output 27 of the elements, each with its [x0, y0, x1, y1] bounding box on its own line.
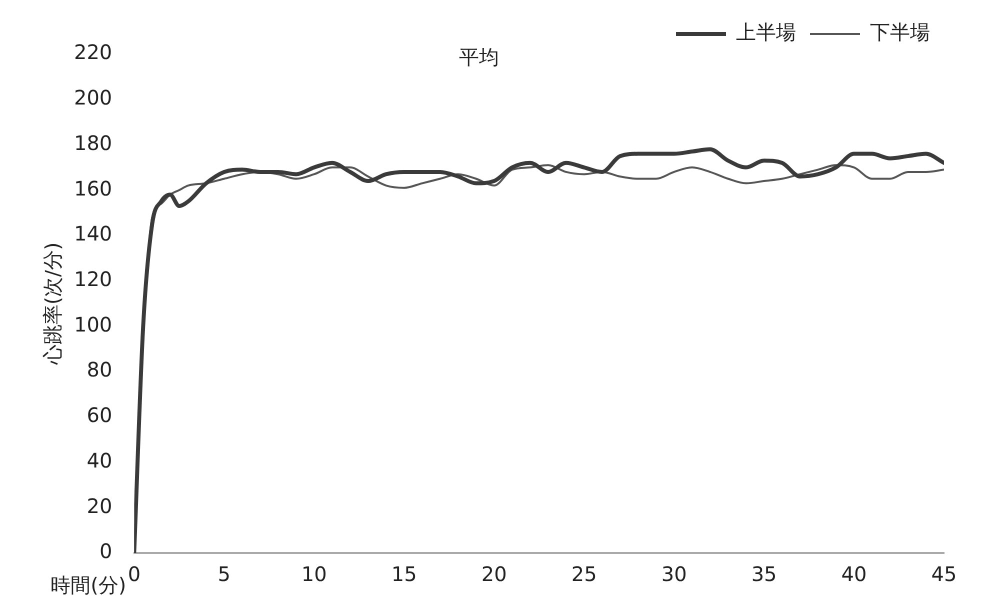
legend-label: 上半場 [736, 20, 796, 44]
x-tick-label: 40 [841, 562, 867, 586]
x-tick-label: 5 [218, 562, 231, 586]
y-tick-label: 120 [74, 267, 112, 292]
y-tick-label: 180 [74, 130, 112, 155]
y-tick-label: 60 [86, 403, 112, 428]
x-tick-label: 25 [571, 562, 597, 586]
y-tick-label: 160 [74, 176, 112, 200]
x-tick-label: 20 [481, 562, 507, 586]
y-tick-label: 40 [86, 448, 112, 472]
x-tick-label: 10 [301, 562, 327, 586]
legend-label: 下半場 [870, 20, 930, 44]
y-tick-label: 200 [74, 86, 112, 110]
y-tick-label: 140 [74, 222, 112, 246]
x-tick-label: 0 [128, 562, 141, 586]
y-tick-label: 80 [86, 358, 112, 382]
x-tick-label: 30 [661, 562, 687, 586]
y-tick-label: 100 [74, 312, 112, 336]
x-tick-label: 35 [751, 562, 777, 586]
y-tick-label: 0 [99, 539, 112, 564]
y-tick-label: 20 [86, 494, 112, 518]
x-tick-label: 45 [931, 562, 957, 586]
x-tick-label: 15 [391, 562, 417, 586]
y-axis-title: 心跳率(次/分) [40, 242, 64, 366]
chart-title: 平均 [459, 45, 500, 70]
x-axis-title: 時間(分) [50, 573, 126, 598]
y-tick-label: 220 [74, 40, 112, 64]
